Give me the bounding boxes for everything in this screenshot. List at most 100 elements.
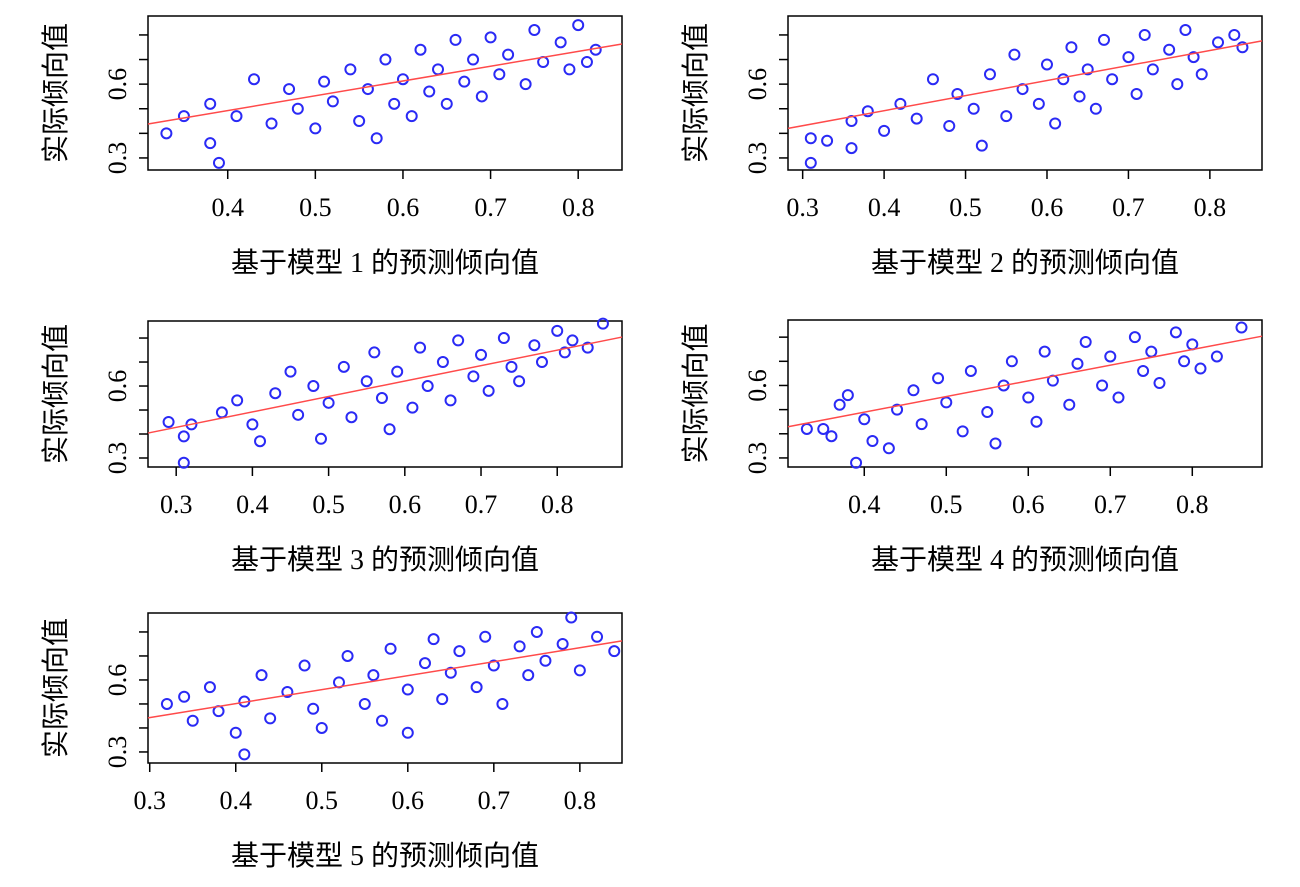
point <box>475 90 488 103</box>
point <box>804 132 817 145</box>
point <box>1008 48 1021 61</box>
point <box>1210 350 1223 363</box>
point <box>436 356 449 369</box>
point <box>1081 63 1094 76</box>
x-tick-label: 0.7 <box>1094 490 1127 519</box>
point <box>1179 24 1192 37</box>
point <box>1089 102 1102 115</box>
point <box>1146 63 1159 76</box>
point <box>298 659 311 672</box>
x-tick-label: 0.6 <box>389 490 422 519</box>
point <box>1169 326 1182 339</box>
point <box>1049 117 1062 130</box>
y-tick-label: 0.3 <box>103 142 132 175</box>
point <box>825 430 838 443</box>
point <box>821 134 834 147</box>
point <box>326 95 339 108</box>
point <box>467 370 480 383</box>
point <box>1228 28 1241 41</box>
point <box>983 68 996 81</box>
point <box>283 83 296 96</box>
point <box>449 33 462 46</box>
point <box>1079 335 1092 348</box>
x-tick-label: 0.6 <box>387 193 420 222</box>
point <box>1122 51 1135 64</box>
point <box>396 73 409 86</box>
point <box>414 341 427 354</box>
point <box>894 97 907 110</box>
y-axis-label: 实际倾向值 <box>680 23 712 163</box>
point <box>427 633 440 646</box>
point <box>160 127 173 140</box>
point <box>452 334 465 347</box>
point <box>573 664 586 677</box>
point <box>341 649 354 662</box>
point <box>269 387 282 400</box>
point <box>367 669 380 682</box>
point <box>502 48 515 61</box>
point <box>558 346 571 359</box>
plot-frame <box>147 15 623 171</box>
point <box>160 697 173 710</box>
point <box>882 442 895 455</box>
y-tick-label: 0.6 <box>103 370 132 403</box>
point <box>1138 28 1151 41</box>
x-tick-label: 0.3 <box>160 490 193 519</box>
point <box>401 726 414 739</box>
point <box>967 102 980 115</box>
y-axis-label: 实际倾向值 <box>40 618 72 758</box>
point <box>915 418 928 431</box>
point <box>203 681 216 694</box>
point <box>1187 51 1200 64</box>
point <box>314 432 327 445</box>
point <box>1040 58 1053 71</box>
y-axis-label: 实际倾向值 <box>40 324 72 464</box>
point <box>580 56 593 69</box>
y-tick-label: 0.6 <box>743 369 772 402</box>
point <box>379 53 392 66</box>
point <box>878 124 891 137</box>
point <box>185 418 198 431</box>
point <box>940 396 953 409</box>
y-tick-label: 0.3 <box>103 736 132 769</box>
point <box>212 156 225 169</box>
x-tick-label: 0.4 <box>868 193 901 222</box>
x-tick-label: 0.4 <box>848 490 881 519</box>
y-tick-label: 0.6 <box>103 68 132 101</box>
panel: 0.4 0.5 0.6 0.7 0.8 0.3 0.6 基于模型 1 的预测倾向值 实际倾向值 <box>40 15 623 279</box>
x-tick-label: 0.7 <box>465 490 498 519</box>
point <box>229 726 242 739</box>
point <box>204 97 217 110</box>
point <box>1032 97 1045 110</box>
point <box>1096 379 1109 392</box>
point <box>997 379 1010 392</box>
point <box>554 36 567 49</box>
point <box>1235 321 1248 334</box>
point <box>475 348 488 361</box>
x-tick-label: 0.4 <box>211 193 244 222</box>
point <box>519 78 532 91</box>
y-tick-label: 0.3 <box>743 442 772 475</box>
point <box>964 364 977 377</box>
x-tick-label: 0.3 <box>133 786 166 815</box>
point <box>230 110 243 123</box>
x-tick-label: 0.4 <box>219 786 252 815</box>
point <box>265 117 278 130</box>
point <box>951 87 964 100</box>
point <box>556 637 569 650</box>
x-tick-label: 0.5 <box>299 193 332 222</box>
point <box>307 702 320 715</box>
point <box>1016 83 1029 96</box>
point <box>522 669 535 682</box>
x-axis-label: 基于模型 1 的预测倾向值 <box>231 247 539 279</box>
point <box>572 19 585 32</box>
x-tick-label: 0.7 <box>1112 193 1145 222</box>
x-tick-label: 0.6 <box>1031 193 1064 222</box>
point <box>384 642 397 655</box>
point <box>322 396 335 409</box>
point <box>1212 36 1225 49</box>
point <box>943 119 956 132</box>
point <box>315 721 328 734</box>
point <box>1038 345 1051 358</box>
